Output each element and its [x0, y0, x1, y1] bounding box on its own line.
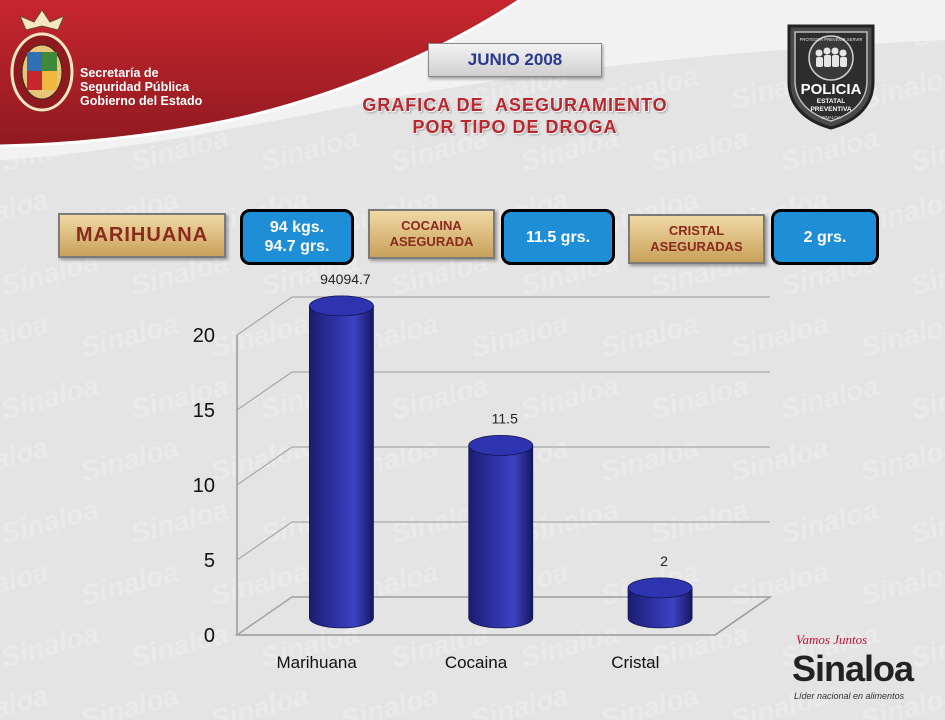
- marihuana-value-box: 94 kgs. 94.7 grs.: [240, 209, 354, 265]
- institution-name: Secretaría de Seguridad Pública Gobierno…: [80, 66, 202, 108]
- x-tick-label: Marihuana: [277, 653, 358, 672]
- badge-sub2: PREVENTIVA: [810, 106, 851, 113]
- month-box: JUNIO 2008: [428, 43, 602, 77]
- cocaina-label-line-1: COCAINA: [401, 218, 462, 233]
- gridline: [236, 446, 770, 486]
- cristal-label-line-1: CRISTAL: [668, 223, 725, 238]
- data-label-marihuana: 94094.7: [320, 271, 371, 287]
- badge-top-text: PROTEGER PREVENIR SERVIR: [800, 37, 863, 42]
- bar-cocaina: [468, 445, 534, 629]
- title-line-2: POR TIPO DE DROGA: [412, 117, 618, 137]
- institution-line-1: Secretaría de: [80, 66, 159, 80]
- cristal-value-box: 2 grs.: [771, 209, 879, 265]
- institution-line-2: Seguridad Pública: [80, 80, 190, 94]
- police-badge-logo: PROTEGER PREVENIR SERVIR POLICIA ESTATAL…: [787, 24, 875, 130]
- gridline: [236, 296, 770, 336]
- marihuana-label: MARIHUANA: [75, 224, 209, 246]
- marihuana-value-line-2: 94.7 grs.: [264, 238, 330, 255]
- x-tick-label: Cristal: [611, 653, 659, 672]
- y-tick-label: 10: [193, 475, 215, 497]
- badge-name: POLICIA: [801, 81, 862, 98]
- x-tick-label: Cocaina: [445, 653, 508, 672]
- y-tick-label: 20: [193, 325, 215, 347]
- footer-subtitle: Líder nacional en alimentos: [794, 691, 905, 701]
- bar-top-cristal: [627, 577, 693, 599]
- data-label-cristal: 2: [660, 553, 668, 569]
- gridline: [236, 596, 770, 636]
- badge-sub1: ESTATAL: [817, 98, 846, 105]
- cocaina-label-line-2: ASEGURADA: [389, 234, 474, 249]
- cristal-label-box: CRISTAL ASEGURADAS: [628, 214, 765, 264]
- title-line-1: GRAFICA DE ASEGURAMIENTO: [362, 95, 668, 115]
- bar-top-cocaina: [468, 434, 534, 456]
- marihuana-label-box: MARIHUANA: [58, 213, 226, 258]
- y-tick-label: 5: [204, 550, 215, 572]
- bar-top-marihuana: [309, 295, 374, 317]
- cocaina-value-box: 11.5 grs.: [501, 209, 615, 265]
- cocaina-value: 11.5 grs.: [525, 228, 591, 246]
- cocaina-label-box: COCAINA ASEGURADA: [368, 209, 495, 259]
- header-band: [0, 0, 945, 160]
- cristal-value: 2 grs.: [803, 228, 847, 246]
- footer-tagline: Vamos Juntos: [796, 632, 868, 647]
- footer-state-name: Sinaloa: [792, 648, 914, 689]
- gridline: [236, 521, 770, 561]
- y-tick-label: 15: [193, 400, 215, 422]
- institution-line-3: Gobierno del Estado: [80, 94, 203, 108]
- gridline: [236, 371, 770, 411]
- data-label-cocaina: 11.5: [492, 410, 518, 426]
- bar-cristal: [627, 587, 693, 629]
- marihuana-value-line-1: 94 kgs.: [269, 219, 325, 236]
- state-seal-logo: [10, 9, 74, 112]
- y-tick-label: 0: [204, 625, 215, 647]
- badge-bottom: SINALOA: [821, 115, 841, 120]
- bar-marihuana: [309, 305, 374, 629]
- page-title: GRAFICA DE ASEGURAMIENTO POR TIPO DE DRO…: [280, 94, 750, 138]
- cristal-label-line-2: ASEGURADAS: [650, 239, 743, 254]
- month-label: JUNIO 2008: [467, 50, 563, 69]
